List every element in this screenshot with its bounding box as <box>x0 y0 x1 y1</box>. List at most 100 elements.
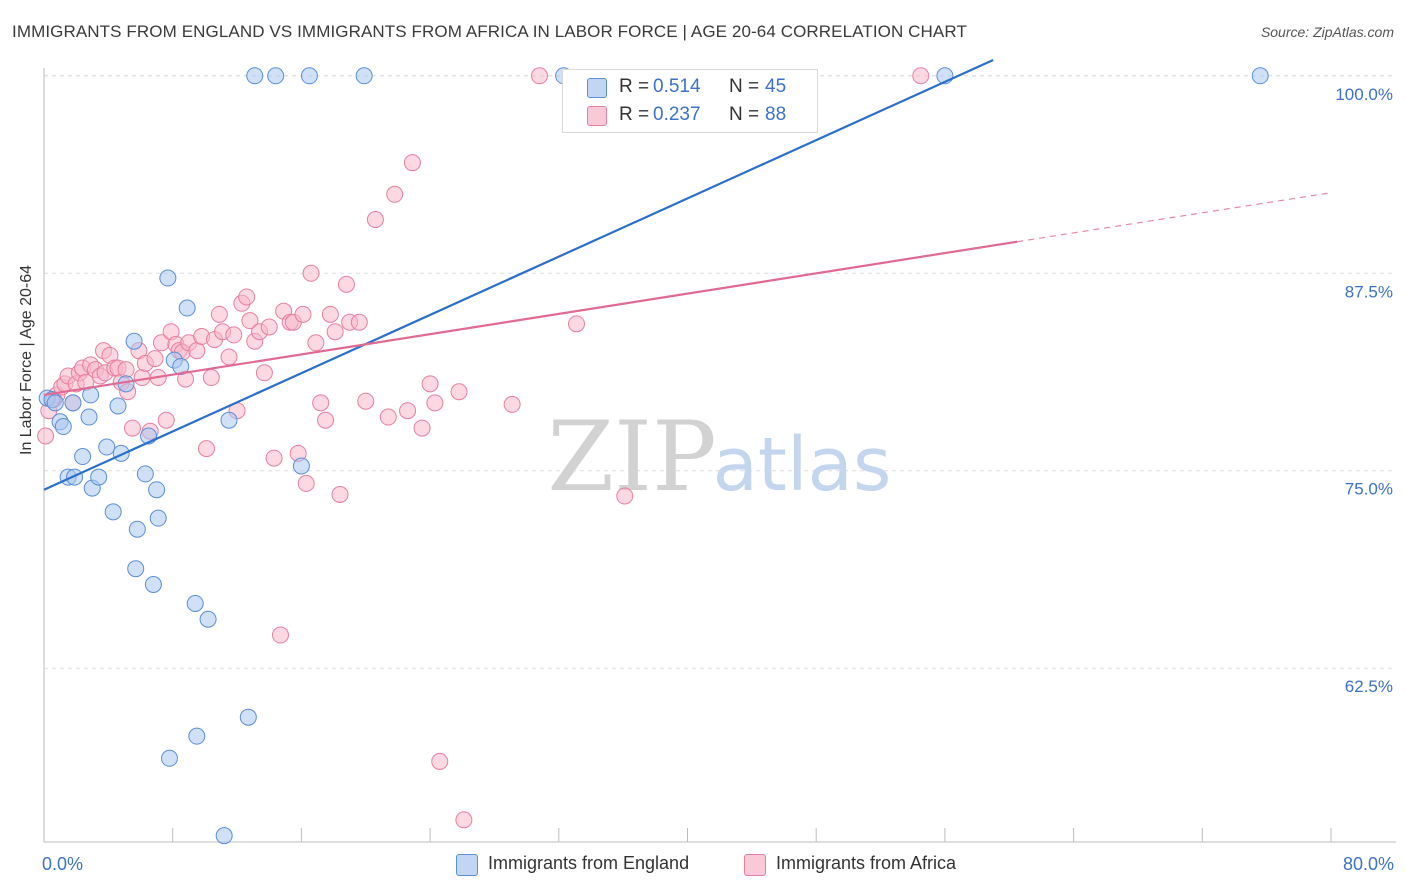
africa-n-label: N = <box>729 104 760 125</box>
africa-point <box>302 264 320 282</box>
stats-legend: R = 0.514 N = 45 R = 0.237 N = 88 <box>562 69 818 133</box>
trend-lines <box>43 58 1332 491</box>
africa-point <box>567 315 585 333</box>
africa-point <box>421 375 439 393</box>
africa-point <box>386 185 404 203</box>
england-n-label: N = <box>729 76 760 97</box>
africa-point <box>123 419 141 437</box>
y-tick-label: 100.0% <box>1335 85 1393 104</box>
england-point <box>160 749 178 767</box>
africa-point <box>197 440 215 458</box>
england-point <box>188 727 206 745</box>
england-point <box>292 457 310 475</box>
bottom-england-swatch <box>456 854 478 876</box>
africa-point <box>366 211 384 229</box>
africa-point <box>331 485 349 503</box>
africa-point <box>455 811 473 829</box>
africa-point <box>431 752 449 770</box>
africa-point <box>326 323 344 341</box>
africa-point <box>238 288 256 306</box>
england-point <box>109 397 127 415</box>
england-point <box>300 67 318 85</box>
england-point <box>54 418 72 436</box>
legend-row-africa: R = 0.237 N = 88 <box>563 101 817 129</box>
africa-point <box>294 305 312 323</box>
england-point <box>178 299 196 317</box>
africa-point <box>202 369 220 387</box>
africa-point <box>241 312 259 330</box>
africa-point <box>297 474 315 492</box>
africa-point <box>317 411 335 429</box>
africa-point <box>337 275 355 293</box>
africa-point <box>157 411 175 429</box>
england-point <box>215 827 233 845</box>
africa-point <box>117 361 135 379</box>
watermark-atlas: atlas <box>713 422 892 508</box>
watermark: ZIP atlas <box>547 401 891 513</box>
england-point <box>136 465 154 483</box>
africa-point <box>210 305 228 323</box>
y-axis-title: In Labor Force | Age 20-64 <box>18 264 35 455</box>
africa-point <box>225 326 243 344</box>
africa-point <box>399 402 417 420</box>
africa-point <box>260 318 278 336</box>
africa-point <box>357 392 375 410</box>
tick-labels: 62.5% 75.0% 87.5% 100.0% 0.0% 80.0% <box>42 85 1394 874</box>
africa-point <box>220 348 238 366</box>
africa-r-value: 0.237 <box>653 104 701 125</box>
africa-point <box>616 487 634 505</box>
england-point <box>149 509 167 527</box>
england-point <box>104 503 122 521</box>
chart-title: IMMIGRANTS FROM ENGLAND VS IMMIGRANTS FR… <box>12 22 967 41</box>
england-point <box>74 448 92 466</box>
england-point <box>98 438 116 456</box>
africa-trend-line <box>43 240 1018 397</box>
england-point <box>186 594 204 612</box>
england-point <box>127 560 145 578</box>
england-n-value: 45 <box>765 76 787 97</box>
legend-row-england: R = 0.514 N = 45 <box>563 73 817 101</box>
africa-point <box>146 350 164 368</box>
england-point <box>144 575 162 593</box>
england-point <box>267 67 285 85</box>
england-trend-line <box>43 58 994 491</box>
africa-trend-extension <box>1017 192 1332 243</box>
africa-point <box>450 383 468 401</box>
england-point <box>159 269 177 287</box>
africa-point <box>37 427 55 445</box>
england-point <box>220 411 238 429</box>
africa-point <box>265 449 283 467</box>
y-tick-label: 62.5% <box>1345 677 1393 696</box>
africa-point <box>530 67 548 85</box>
africa-r-label: R = <box>619 104 650 125</box>
x-tick-label: 0.0% <box>42 854 83 874</box>
source-label: Source: ZipAtlas.com <box>1260 24 1394 40</box>
england-point <box>90 468 108 486</box>
england-points <box>38 67 1269 845</box>
england-point <box>46 394 64 412</box>
africa-point <box>271 626 289 644</box>
africa-n-value: 88 <box>765 104 787 125</box>
africa-point <box>503 395 521 413</box>
england-r-value: 0.514 <box>653 76 701 97</box>
africa-point <box>255 364 273 382</box>
england-swatch <box>587 78 607 98</box>
y-tick-label: 75.0% <box>1345 480 1393 499</box>
england-point <box>128 520 146 538</box>
england-point <box>199 610 217 628</box>
africa-swatch <box>587 106 607 126</box>
africa-point <box>307 334 325 352</box>
england-point <box>355 67 373 85</box>
england-point <box>64 394 82 412</box>
england-point <box>239 708 257 726</box>
bottom-africa-swatch <box>744 854 766 876</box>
africa-point <box>188 342 206 360</box>
bottom-africa-label: Immigrants from Africa <box>776 853 957 873</box>
gridlines <box>44 75 1396 669</box>
africa-point <box>426 394 444 412</box>
england-point <box>148 481 166 499</box>
england-r-label: R = <box>619 76 650 97</box>
england-point <box>125 332 143 350</box>
africa-point <box>912 67 930 85</box>
